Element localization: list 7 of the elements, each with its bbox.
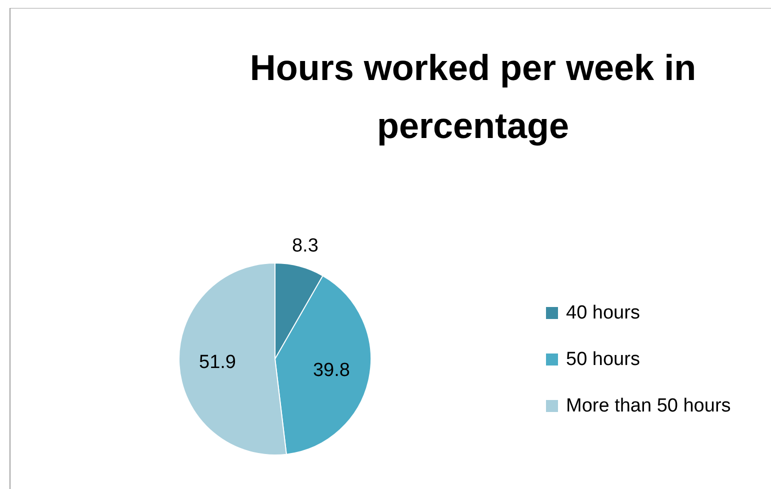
data-label: 8.3: [292, 235, 318, 256]
legend-label: More than 50 hours: [566, 396, 731, 416]
chart-title: Hours worked per week in percentage: [250, 47, 696, 146]
data-label: 39.8: [312, 360, 350, 382]
legend-label: 40 hours: [566, 302, 640, 324]
data-label: 51.9: [199, 352, 236, 373]
legend-label: 50 hours: [566, 349, 640, 370]
